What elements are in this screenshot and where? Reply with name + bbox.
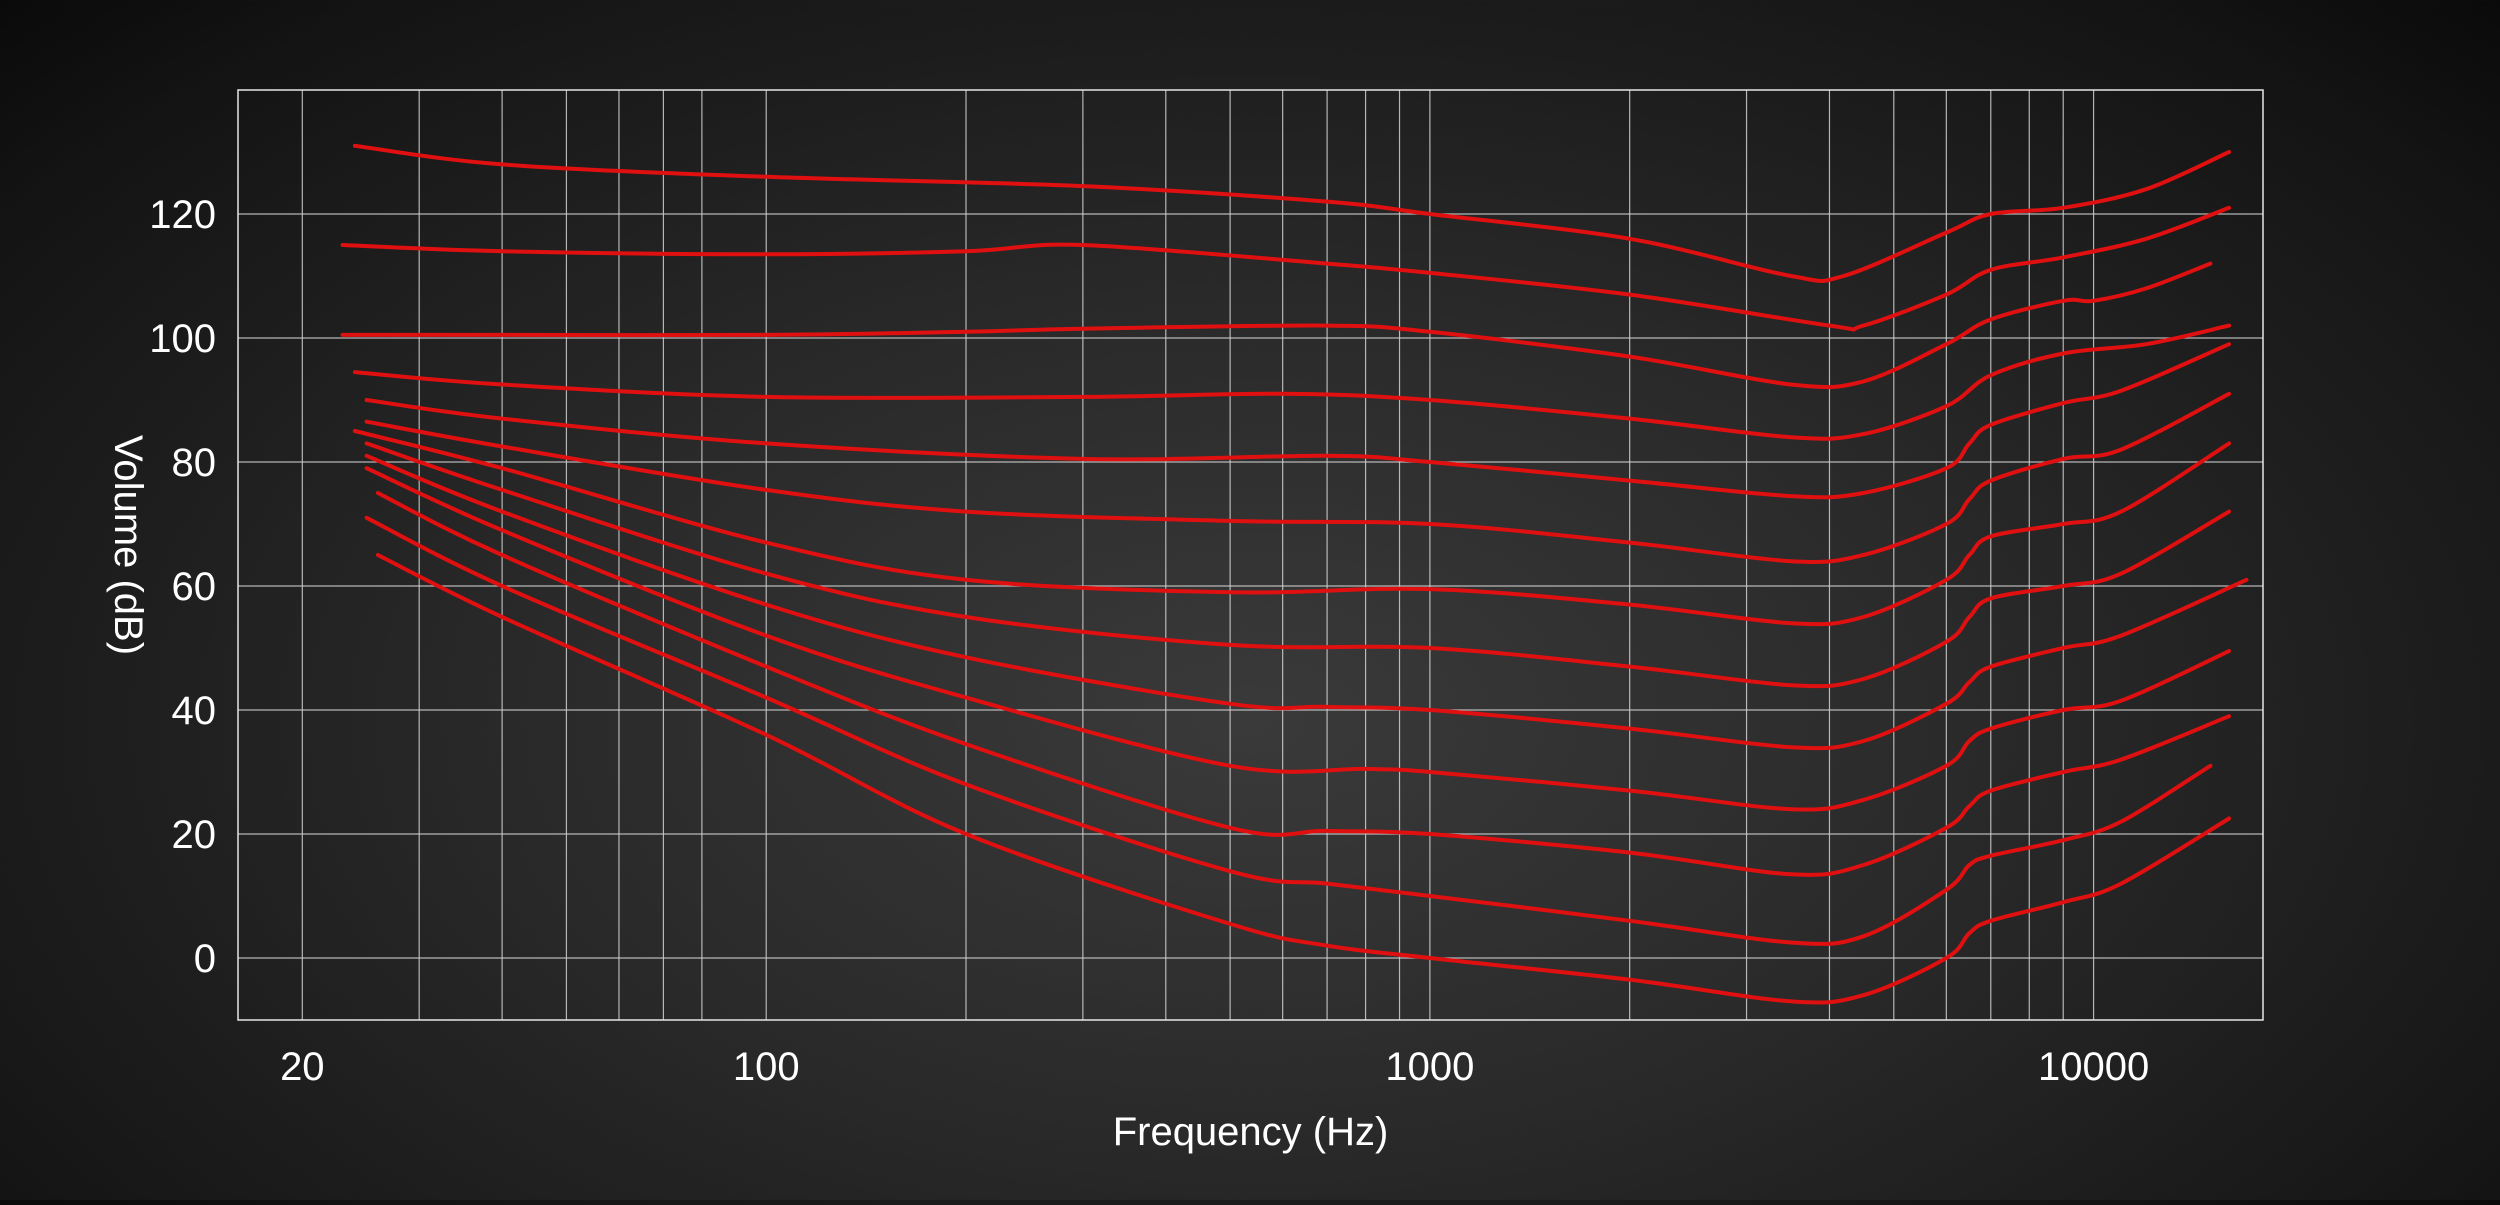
series-line-6 xyxy=(364,391,2232,564)
series-line-9 xyxy=(364,453,2249,751)
series-line-5 xyxy=(364,342,2232,500)
series-line-4 xyxy=(352,323,2232,441)
y-axis-label: Volume (dB) xyxy=(106,435,150,655)
tick-layer: 20 100 1000 10000 0 20 40 60 80 100 120 xyxy=(149,193,2149,1089)
series-line-11 xyxy=(375,491,2232,877)
plot-frame xyxy=(237,89,2264,1021)
x-tick-label: 10000 xyxy=(2038,1045,2149,1089)
y-tick-label: 120 xyxy=(149,193,216,237)
y-tick-label: 0 xyxy=(194,937,216,981)
series-line-10 xyxy=(364,466,2232,812)
y-tick-label: 60 xyxy=(172,565,217,609)
series-line-2 xyxy=(340,205,2232,332)
series-line-8 xyxy=(364,441,2232,689)
y-tick-label: 40 xyxy=(172,689,217,733)
grid-layer xyxy=(238,90,2263,1020)
series-line-7 xyxy=(352,429,2232,627)
y-tick-label: 100 xyxy=(149,317,216,361)
x-axis-label: Frequency (Hz) xyxy=(1113,1110,1389,1154)
series-line-1 xyxy=(352,143,2232,284)
x-tick-label: 1000 xyxy=(1385,1045,1474,1089)
series-line-3 xyxy=(340,261,2213,390)
y-tick-label: 20 xyxy=(172,813,217,857)
series-line-12 xyxy=(364,515,2213,947)
x-tick-label: 20 xyxy=(280,1045,325,1089)
x-tick-label: 100 xyxy=(733,1045,800,1089)
series-line-13 xyxy=(375,553,2232,1005)
y-tick-label: 80 xyxy=(172,441,217,485)
series-layer xyxy=(340,143,2249,1005)
